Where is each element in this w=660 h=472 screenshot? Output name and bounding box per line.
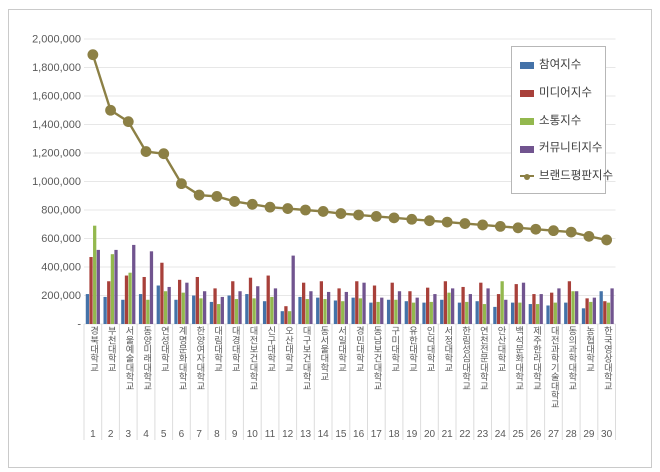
svg-text:4: 4 <box>143 429 149 440</box>
svg-text:25: 25 <box>513 429 525 440</box>
svg-text:2: 2 <box>108 429 114 440</box>
svg-text:29: 29 <box>583 429 595 440</box>
svg-text:13: 13 <box>300 429 312 440</box>
svg-text:3: 3 <box>126 429 132 440</box>
svg-text:15: 15 <box>335 429 347 440</box>
svg-text:5: 5 <box>161 429 167 440</box>
svg-text:1: 1 <box>90 429 96 440</box>
svg-text:2,000,000: 2,000,000 <box>32 34 81 46</box>
svg-text:23: 23 <box>477 429 489 440</box>
svg-text:1,600,000: 1,600,000 <box>32 91 81 103</box>
svg-text:8: 8 <box>214 429 220 440</box>
svg-text:7: 7 <box>196 429 202 440</box>
svg-text:14: 14 <box>318 429 330 440</box>
svg-text:800,000: 800,000 <box>41 205 81 217</box>
svg-text:10: 10 <box>247 429 259 440</box>
svg-text:26: 26 <box>530 429 542 440</box>
svg-text:16: 16 <box>353 429 365 440</box>
svg-text:6: 6 <box>179 429 185 440</box>
svg-text:600,000: 600,000 <box>41 233 81 245</box>
svg-text:1,000,000: 1,000,000 <box>32 176 81 188</box>
svg-text:400,000: 400,000 <box>41 262 81 274</box>
svg-text:12: 12 <box>282 429 294 440</box>
svg-text:24: 24 <box>495 429 507 440</box>
svg-text:22: 22 <box>459 429 471 440</box>
svg-text:30: 30 <box>601 429 613 440</box>
svg-text:21: 21 <box>442 429 454 440</box>
svg-text:9: 9 <box>232 429 238 440</box>
svg-text:18: 18 <box>388 429 400 440</box>
svg-text:27: 27 <box>548 429 560 440</box>
svg-text:1,800,000: 1,800,000 <box>32 62 81 74</box>
svg-text:1,400,000: 1,400,000 <box>32 119 81 131</box>
svg-text:19: 19 <box>406 429 418 440</box>
svg-text:11: 11 <box>265 429 276 440</box>
svg-text:200,000: 200,000 <box>41 290 81 302</box>
svg-text:17: 17 <box>371 429 383 440</box>
svg-text:28: 28 <box>566 429 578 440</box>
svg-text:20: 20 <box>424 429 436 440</box>
svg-text:1,200,000: 1,200,000 <box>32 148 81 160</box>
